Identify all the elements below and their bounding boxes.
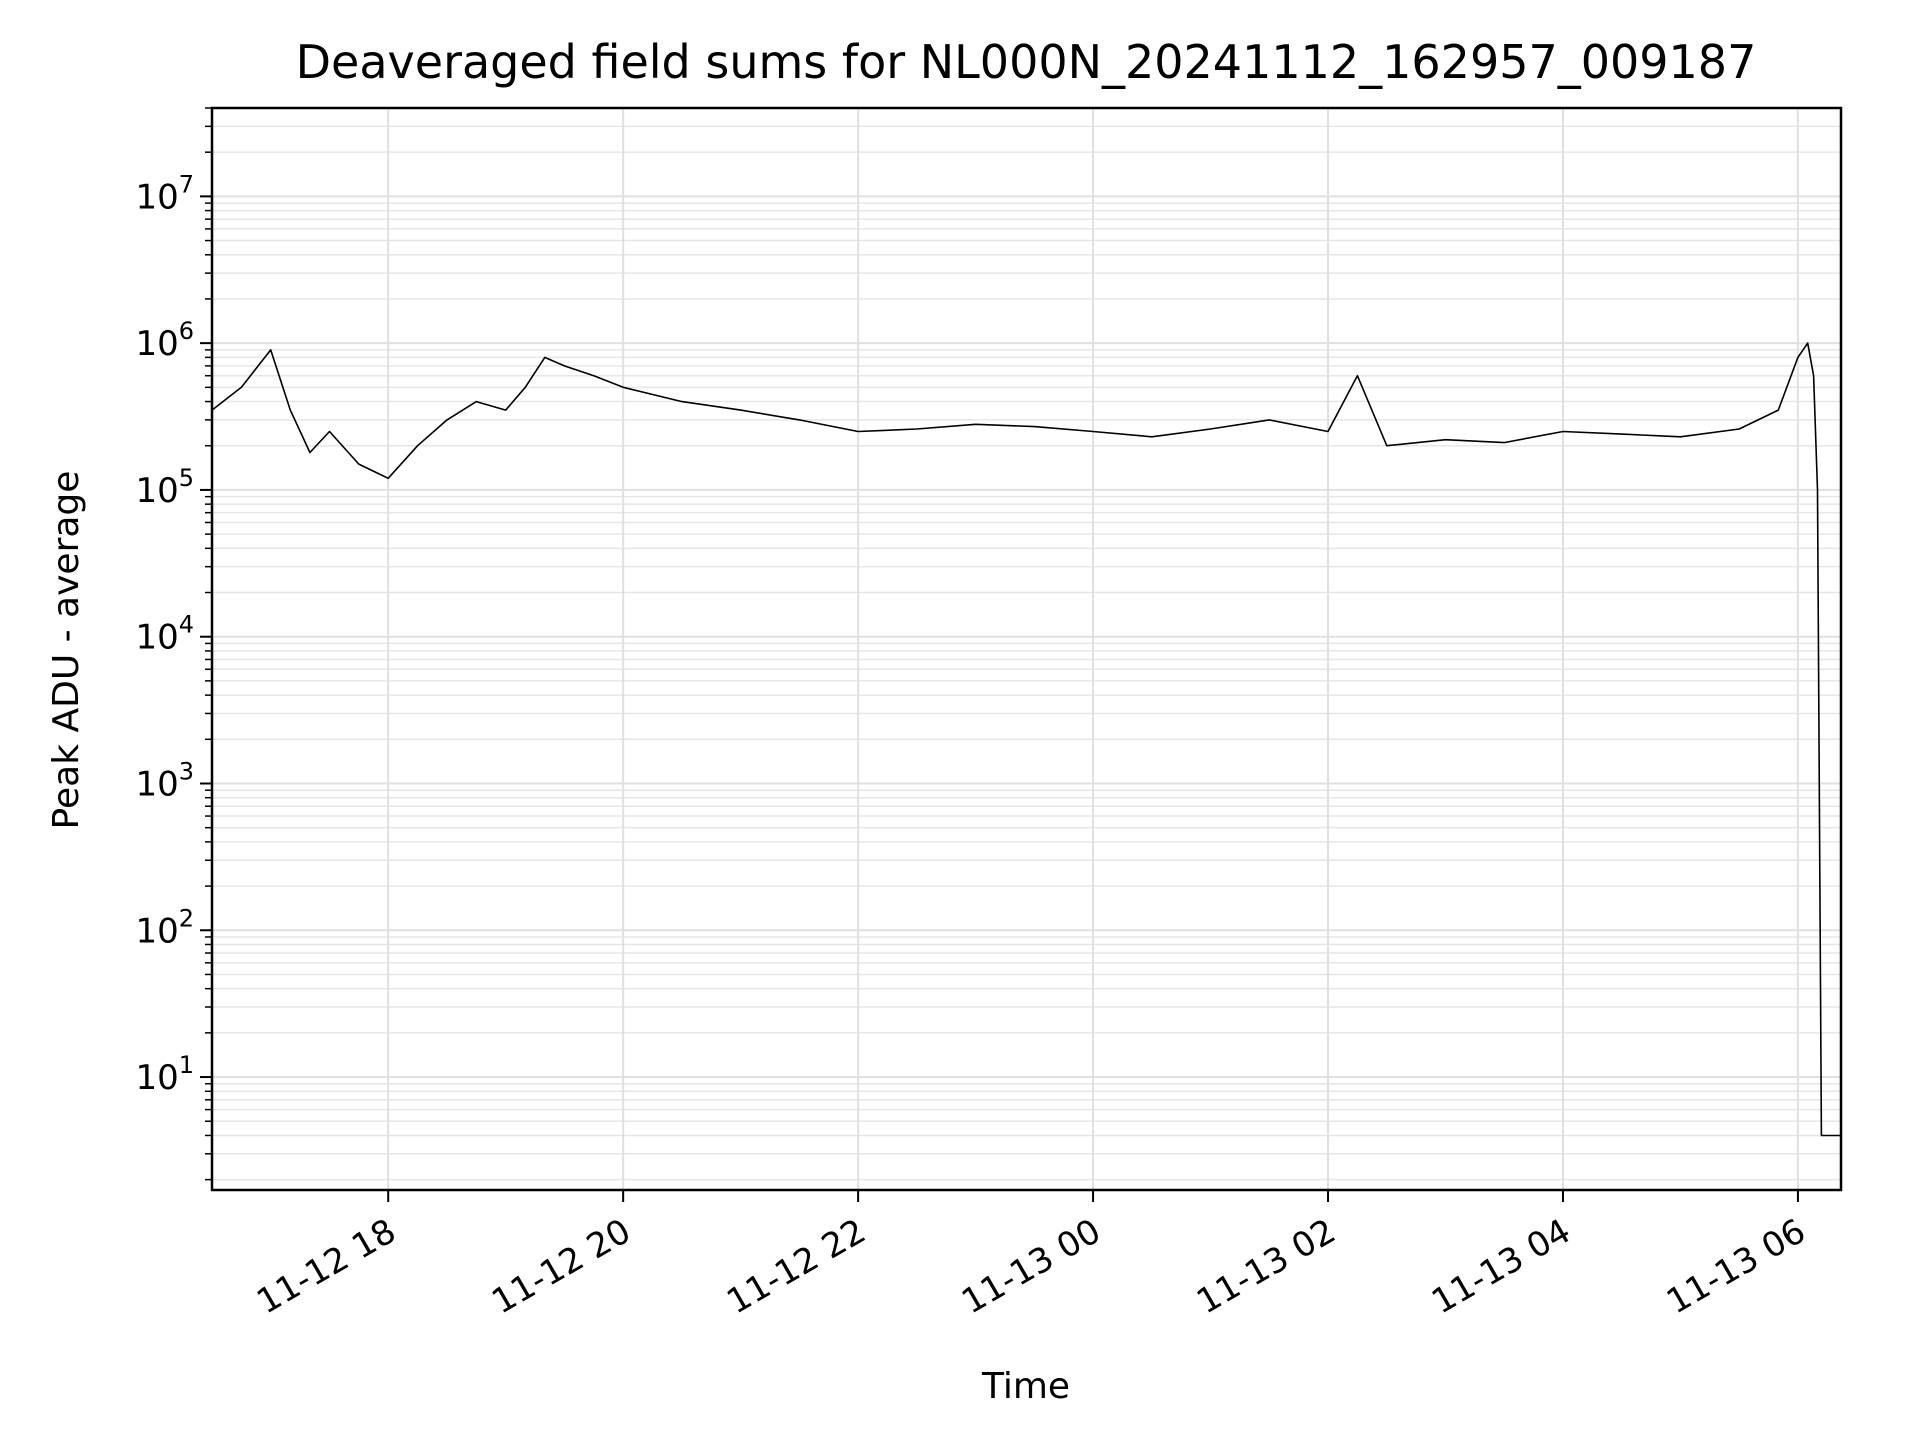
x-tick-label: 11-13 02 xyxy=(1190,1211,1342,1322)
y-tick-label: 105 xyxy=(135,464,194,511)
x-tick-label: 11-13 06 xyxy=(1660,1211,1812,1322)
plot-series xyxy=(211,342,1841,1137)
x-tick-label: 11-12 20 xyxy=(485,1211,637,1322)
y-tick-label: 106 xyxy=(135,317,194,364)
y-tick-label: 101 xyxy=(135,1051,194,1098)
y-axis: 101 102 103 104 105 106 107 xyxy=(135,107,212,1181)
x-tick-label: 11-13 04 xyxy=(1425,1211,1577,1322)
x-tick-label: 11-12 22 xyxy=(720,1211,872,1322)
x-axis-label: Time xyxy=(981,1366,1070,1407)
y-tick-label: 102 xyxy=(135,904,194,951)
grid xyxy=(212,107,1841,1190)
y-axis-label: Peak ADU - average xyxy=(46,471,87,830)
series-line xyxy=(211,342,1841,1137)
x-tick-label: 11-13 00 xyxy=(955,1211,1107,1322)
y-tick-label: 103 xyxy=(135,757,194,804)
y-tick-label: 104 xyxy=(135,611,194,658)
chart-title: Deaveraged field sums for NL000N_2024111… xyxy=(296,35,1757,89)
plot-frame xyxy=(210,106,1843,1192)
x-tick-label: 11-12 18 xyxy=(250,1211,402,1322)
y-tick-label: 107 xyxy=(135,170,194,217)
x-axis: 11-12 18 11-12 20 11-12 22 11-13 00 11-13 02… xyxy=(250,1190,1812,1322)
